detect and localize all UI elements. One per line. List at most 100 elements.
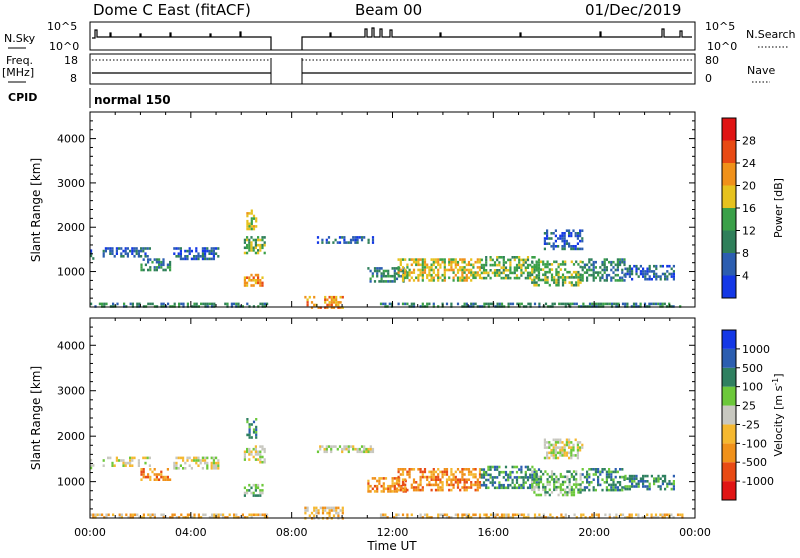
velocity-cell: [254, 486, 257, 490]
power-cell: [395, 272, 399, 275]
power-cell: [568, 281, 571, 284]
velocity-cell: [184, 467, 187, 470]
velocity-cell: [142, 470, 145, 474]
power-cell: [535, 265, 538, 269]
power-cell: [592, 263, 595, 267]
velocity-cell: [325, 445, 328, 448]
velocity-cell: [557, 451, 560, 455]
power-cell: [602, 302, 605, 306]
power-cell: [352, 238, 355, 242]
velocity-cell: [642, 485, 645, 488]
power-cell: [90, 302, 93, 306]
velocity-cell: [443, 470, 446, 474]
velocity-cell: [544, 470, 547, 473]
power-cell: [642, 275, 645, 278]
velocity-cell: [568, 443, 571, 447]
velocity-cell: [612, 478, 615, 481]
velocity-cell: [186, 459, 189, 462]
velocity-cell: [529, 483, 532, 487]
velocity-cell: [140, 478, 143, 481]
power-cell: [248, 225, 251, 228]
velocity-cell: [246, 433, 249, 437]
power-cell: [328, 301, 331, 304]
velocity-cell: [419, 483, 422, 487]
power-cell: [254, 281, 257, 285]
velocity-cell: [663, 516, 666, 519]
velocity-cell: [215, 461, 218, 465]
velocity-cell: [554, 451, 557, 455]
velocity-cell: [487, 486, 490, 490]
power-cell: [478, 260, 482, 264]
velocity-cell: [594, 488, 597, 492]
power-cell: [250, 209, 253, 213]
velocity-cell: [254, 445, 257, 448]
velocity-cell: [412, 488, 416, 492]
power-cell: [363, 236, 366, 239]
power-cell: [474, 276, 477, 280]
power-cell: [246, 222, 249, 226]
velocity-cell: [619, 475, 622, 479]
velocity-cell: [332, 445, 335, 448]
power-cell: [162, 302, 165, 306]
velocity-cell: [628, 516, 631, 519]
velocity-ytick-label: 1000: [57, 476, 85, 489]
velocity-cell: [419, 478, 422, 481]
velocity-cell: [559, 491, 562, 494]
velocity-cell: [261, 491, 264, 495]
power-cell: [518, 266, 521, 269]
power-cell: [397, 273, 400, 277]
power-cell: [507, 258, 510, 262]
velocity-cell: [193, 513, 196, 517]
power-cell: [190, 257, 193, 261]
velocity-cell: [568, 478, 571, 481]
power-cell: [588, 302, 592, 306]
velocity-cell: [583, 486, 586, 489]
power-cell: [518, 258, 521, 262]
velocity-cell: [537, 481, 541, 484]
power-cell: [639, 264, 642, 268]
velocity-cell: [513, 476, 516, 479]
velocity-cell: [365, 450, 368, 454]
velocity-cell: [529, 486, 532, 490]
velocity-cell: [133, 456, 136, 460]
power-cell: [179, 249, 182, 253]
power-cell: [452, 268, 455, 272]
power-cell: [316, 241, 320, 244]
power-cell: [579, 265, 582, 269]
power-cell: [522, 258, 525, 262]
velocity-cell: [162, 513, 165, 517]
velocity-cell: [382, 490, 385, 493]
velocity-cell: [384, 516, 387, 519]
velocity-cell: [559, 488, 562, 492]
velocity-cell: [459, 488, 462, 492]
power-cell: [326, 303, 329, 307]
power-cell: [535, 276, 538, 279]
velocity-cell: [552, 446, 555, 449]
power-cell: [210, 252, 213, 255]
velocity-cell: [480, 483, 483, 487]
velocity-cell: [531, 478, 534, 482]
power-cell: [639, 270, 642, 273]
velocity-cell: [561, 493, 565, 497]
velocity-cell: [367, 447, 370, 451]
power-cell: [524, 276, 527, 280]
power-cell: [594, 271, 597, 274]
velocity-cell: [529, 473, 532, 477]
velocity-cell: [543, 446, 546, 449]
velocity-cell: [543, 456, 546, 460]
power-cell: [467, 268, 471, 272]
velocity-cell: [653, 480, 656, 483]
velocity-cell: [432, 478, 435, 481]
velocity-cell: [233, 516, 236, 519]
velocity-cell: [493, 468, 497, 471]
velocity-cell: [255, 418, 258, 421]
power-cell: [237, 302, 240, 306]
power-cell: [254, 243, 257, 247]
power-cell: [250, 227, 253, 231]
velocity-cell: [365, 447, 368, 451]
velocity-cell: [624, 516, 627, 519]
velocity-cell: [90, 466, 93, 470]
velocity-cell: [419, 475, 422, 479]
power-colorbar-label: 12: [742, 225, 756, 238]
power-cell: [243, 281, 246, 285]
